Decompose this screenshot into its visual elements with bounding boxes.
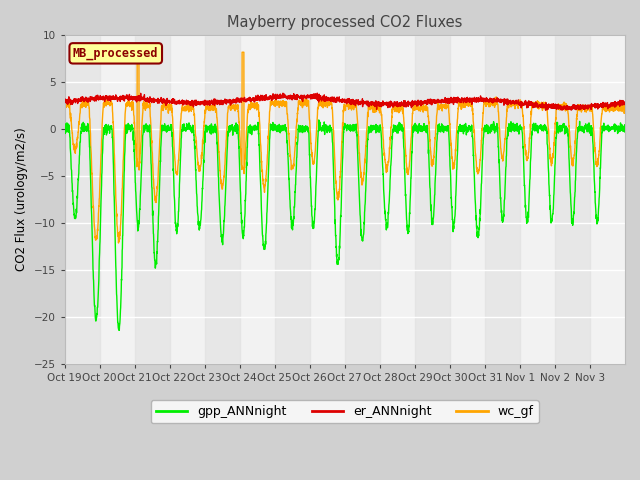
Bar [65, 36, 100, 364]
Legend: gpp_ANNnight, er_ANNnight, wc_gf: gpp_ANNnight, er_ANNnight, wc_gf [151, 400, 539, 423]
Y-axis label: CO2 Flux (urology/m2/s): CO2 Flux (urology/m2/s) [15, 128, 28, 271]
Text: MB_processed: MB_processed [73, 47, 159, 60]
Bar [275, 36, 310, 364]
Bar [485, 36, 520, 364]
Bar [205, 36, 240, 364]
Bar [134, 36, 170, 364]
Bar [415, 36, 450, 364]
Bar [345, 36, 380, 364]
Title: Mayberry processed CO2 Fluxes: Mayberry processed CO2 Fluxes [227, 15, 463, 30]
Bar [555, 36, 590, 364]
